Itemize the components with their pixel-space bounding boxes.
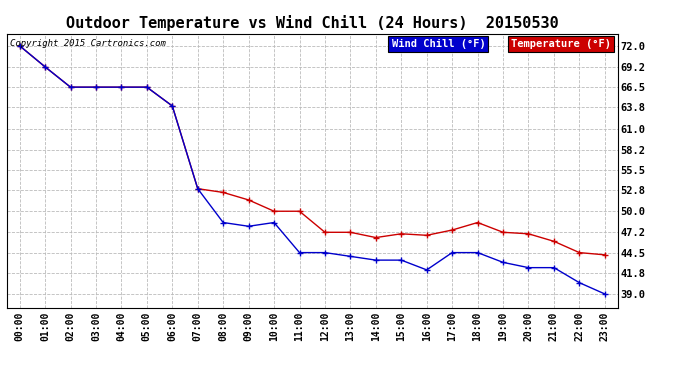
Text: Wind Chill (°F): Wind Chill (°F) bbox=[392, 39, 485, 49]
Text: Copyright 2015 Cartronics.com: Copyright 2015 Cartronics.com bbox=[10, 39, 166, 48]
Title: Outdoor Temperature vs Wind Chill (24 Hours)  20150530: Outdoor Temperature vs Wind Chill (24 Ho… bbox=[66, 15, 559, 31]
Text: Temperature (°F): Temperature (°F) bbox=[511, 39, 611, 49]
